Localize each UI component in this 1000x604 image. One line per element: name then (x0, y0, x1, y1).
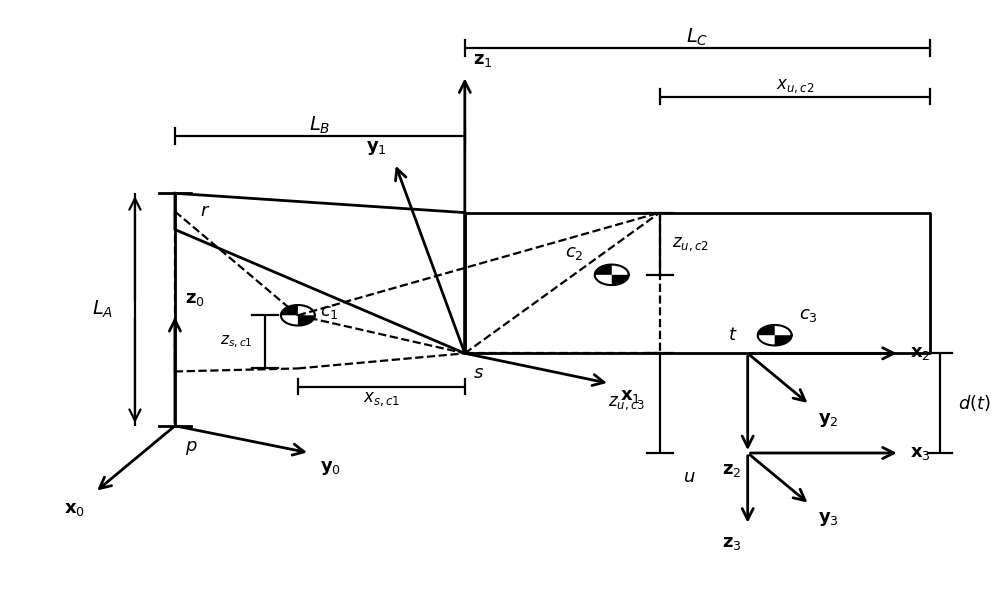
Text: $u$: $u$ (683, 468, 695, 486)
Text: $r$: $r$ (200, 202, 210, 220)
Polygon shape (758, 325, 775, 335)
Polygon shape (595, 265, 612, 275)
Text: $z_{u,c2}$: $z_{u,c2}$ (672, 235, 708, 252)
Text: $z_{u,c3}$: $z_{u,c3}$ (608, 394, 645, 412)
Text: $\mathbf{z}_3$: $\mathbf{z}_3$ (722, 534, 742, 552)
Text: $\mathbf{y}_1$: $\mathbf{y}_1$ (366, 139, 387, 157)
Text: $\mathbf{z}_1$: $\mathbf{z}_1$ (473, 51, 492, 69)
Text: $\mathbf{x}_3$: $\mathbf{x}_3$ (910, 444, 930, 462)
Text: $\mathbf{y}_2$: $\mathbf{y}_2$ (818, 411, 838, 429)
Polygon shape (775, 335, 792, 345)
Text: $c_3$: $c_3$ (799, 306, 818, 324)
Polygon shape (298, 315, 315, 326)
Text: $t$: $t$ (728, 326, 738, 344)
Text: $z_{s,c1}$: $z_{s,c1}$ (220, 334, 253, 350)
Text: $\mathbf{z}_2$: $\mathbf{z}_2$ (722, 461, 742, 480)
Text: $L_A$: $L_A$ (92, 299, 113, 320)
Text: $\mathbf{y}_3$: $\mathbf{y}_3$ (818, 510, 839, 528)
Text: $d(t)$: $d(t)$ (958, 393, 991, 413)
Text: $L_B$: $L_B$ (309, 114, 331, 136)
Text: $x_{u,c2}$: $x_{u,c2}$ (776, 77, 814, 95)
Text: $L_C$: $L_C$ (686, 27, 708, 48)
Text: $c_2$: $c_2$ (565, 243, 584, 262)
Text: $\mathbf{x}_0$: $\mathbf{x}_0$ (64, 500, 85, 518)
Polygon shape (281, 305, 298, 315)
Text: $p$: $p$ (185, 439, 198, 457)
Text: $x_{s,c1}$: $x_{s,c1}$ (363, 390, 400, 408)
Text: $c_1$: $c_1$ (320, 303, 339, 321)
Text: $\mathbf{x}_1$: $\mathbf{x}_1$ (620, 387, 640, 405)
Text: $s$: $s$ (473, 364, 484, 382)
Text: $\mathbf{x}_2$: $\mathbf{x}_2$ (910, 344, 930, 362)
Text: $\mathbf{z}_0$: $\mathbf{z}_0$ (185, 290, 205, 308)
Text: $\mathbf{y}_0$: $\mathbf{y}_0$ (320, 459, 341, 477)
Polygon shape (612, 275, 629, 285)
